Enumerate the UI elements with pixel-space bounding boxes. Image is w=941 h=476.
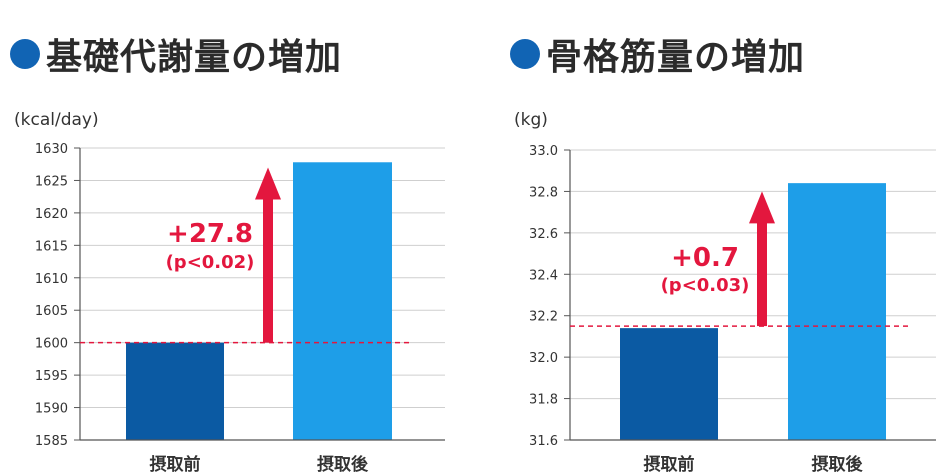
chart-panel-bmr: 基礎代謝量の増加 (kcal/day) 1630 1625 1620 1615 1610… [0, 0, 470, 476]
y-tick-label: 32.6 [529, 227, 558, 242]
x-tick-label: 摂取後 [317, 454, 369, 475]
increase-arrow-shaft [757, 222, 767, 327]
bar-chart-bmr: 1630 1625 1620 1615 1610 1605 1600 1595 1590 1585… [35, 142, 445, 475]
x-tick-label: 摂取前 [644, 454, 695, 475]
delta-label: +0.7 [671, 243, 739, 273]
y-tick-label: 32.4 [529, 268, 558, 283]
chart-title: 基礎代謝量の増加 [10, 28, 342, 80]
chart-title-text: 骨格筋量の増加 [546, 37, 806, 78]
y-tick-label: 1615 [35, 239, 68, 254]
bar-after [293, 162, 392, 440]
increase-arrow-head-icon [255, 167, 281, 200]
delta-label: +27.8 [167, 219, 253, 249]
bar-before [126, 342, 224, 440]
y-tick-label: 1600 [35, 337, 68, 352]
y-tick-label: 1605 [35, 304, 68, 319]
y-tick-label: 31.8 [529, 393, 558, 408]
x-tick-label: 摂取前 [150, 454, 201, 475]
y-tick-label: 1630 [35, 142, 68, 157]
y-tick-label: 1610 [35, 272, 68, 287]
y-axis-unit-label: (kcal/day) [14, 110, 99, 130]
y-tick-label: 1620 [35, 207, 68, 222]
increase-arrow-shaft [263, 198, 273, 343]
bar-chart-muscle: 33.0 32.8 32.6 32.4 32.2 32.0 31.8 31.6 摂取前 摂取後 +0… [529, 144, 936, 475]
p-value-label: (p<0.03) [661, 275, 750, 296]
y-axis-unit-label: (kg) [514, 110, 548, 130]
y-tick-label: 1625 [35, 174, 68, 189]
bar-before [620, 328, 718, 440]
y-tick-label: 1595 [35, 369, 68, 384]
y-tick-label: 31.6 [529, 434, 558, 449]
x-tick-label: 摂取後 [812, 454, 864, 475]
bullet-dot-icon [510, 39, 540, 69]
y-tick-label: 1590 [35, 402, 68, 417]
y-tick-label: 33.0 [529, 144, 558, 159]
y-tick-label: 1585 [35, 434, 68, 449]
p-value-label: (p<0.02) [166, 252, 255, 273]
y-tick-label: 32.8 [529, 185, 558, 200]
bar-after [788, 183, 886, 440]
chart-title-text: 基礎代謝量の増加 [46, 37, 343, 78]
y-tick-label: 32.0 [529, 351, 558, 366]
y-tick-label: 32.2 [529, 310, 558, 325]
chart-title: 骨格筋量の増加 [510, 28, 805, 80]
chart-panel-muscle: 骨格筋量の増加 (kg) 33.0 32.8 32.6 32.4 32.2 32.0 31.… [500, 0, 941, 476]
bullet-dot-icon [10, 39, 40, 69]
increase-arrow-head-icon [749, 191, 775, 224]
